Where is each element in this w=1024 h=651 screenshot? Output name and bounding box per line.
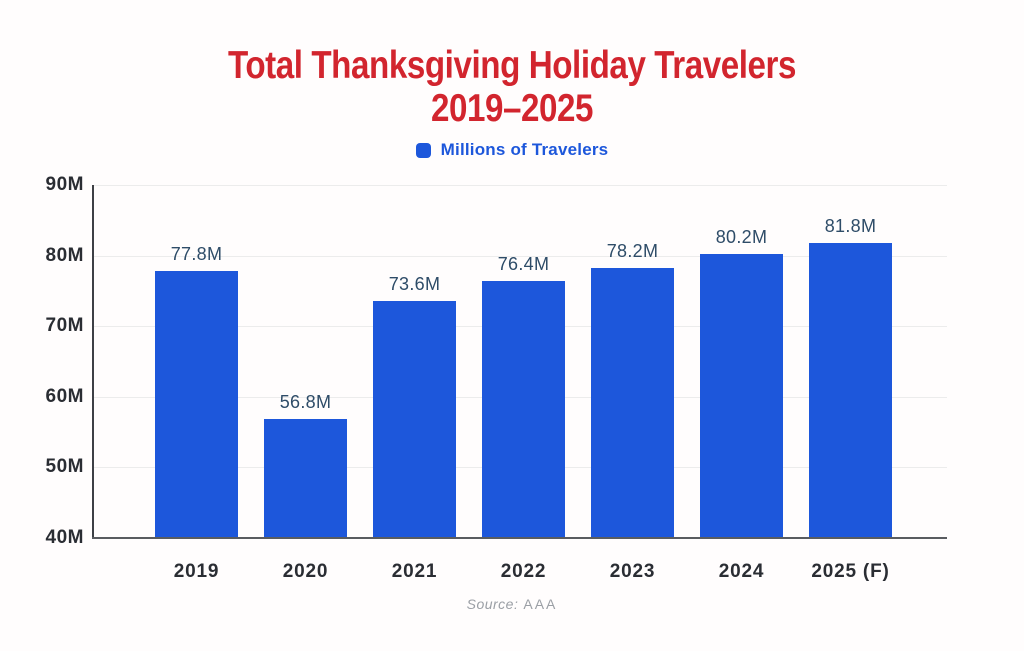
bar-2024 [700,254,783,537]
x-tick-label: 2020 [282,561,329,582]
bar-2022 [482,281,565,537]
legend-swatch [415,142,431,158]
x-axis-line [92,537,947,539]
legend-label: Millions of Travelers [440,140,609,159]
bar-value-label: 77.8M [170,244,223,265]
bar-2019 [155,271,238,537]
y-tick-label: 50M [45,456,84,478]
x-tick-label: 2022 [500,561,547,582]
x-tick-label: 2019 [173,561,220,582]
gridline-80M [92,255,947,257]
x-tick-label: 2025 (F) [811,561,890,582]
legend: Millions of Travelers [0,140,1024,160]
source-prefix: Source: [466,596,519,612]
x-tick-label: 2023 [609,561,656,582]
gridline-90M [92,185,947,186]
y-axis-line [92,185,94,538]
bar-value-label: 78.2M [606,241,659,262]
x-tick-label: 2024 [718,561,765,582]
chart-title-line1: Total Thanksgiving Holiday Travelers [227,44,797,87]
chart-title-line2: 2019–2025 [430,87,594,130]
bar-2020 [264,419,347,537]
source-note: Source: AAA [0,596,1024,612]
source-value: AAA [523,596,558,612]
y-tick-label: 80M [45,244,84,266]
y-tick-label: 70M [45,315,84,337]
x-tick-label: 2021 [391,561,438,582]
chart-title: Total Thanksgiving Holiday Travelers 201… [0,44,1024,130]
bar-2021 [373,300,456,537]
bar-2023 [591,268,674,537]
bar-2025 (F) [809,242,892,537]
y-tick-label: 40M [45,527,84,548]
y-tick-label: 90M [45,174,84,195]
bar-value-label: 80.2M [715,227,768,248]
bar-value-label: 56.8M [279,392,332,413]
bar-value-label: 81.8M [824,215,877,236]
bar-value-label: 76.4M [497,254,550,275]
bar-value-label: 73.6M [388,273,441,294]
y-tick-label: 60M [45,385,84,407]
